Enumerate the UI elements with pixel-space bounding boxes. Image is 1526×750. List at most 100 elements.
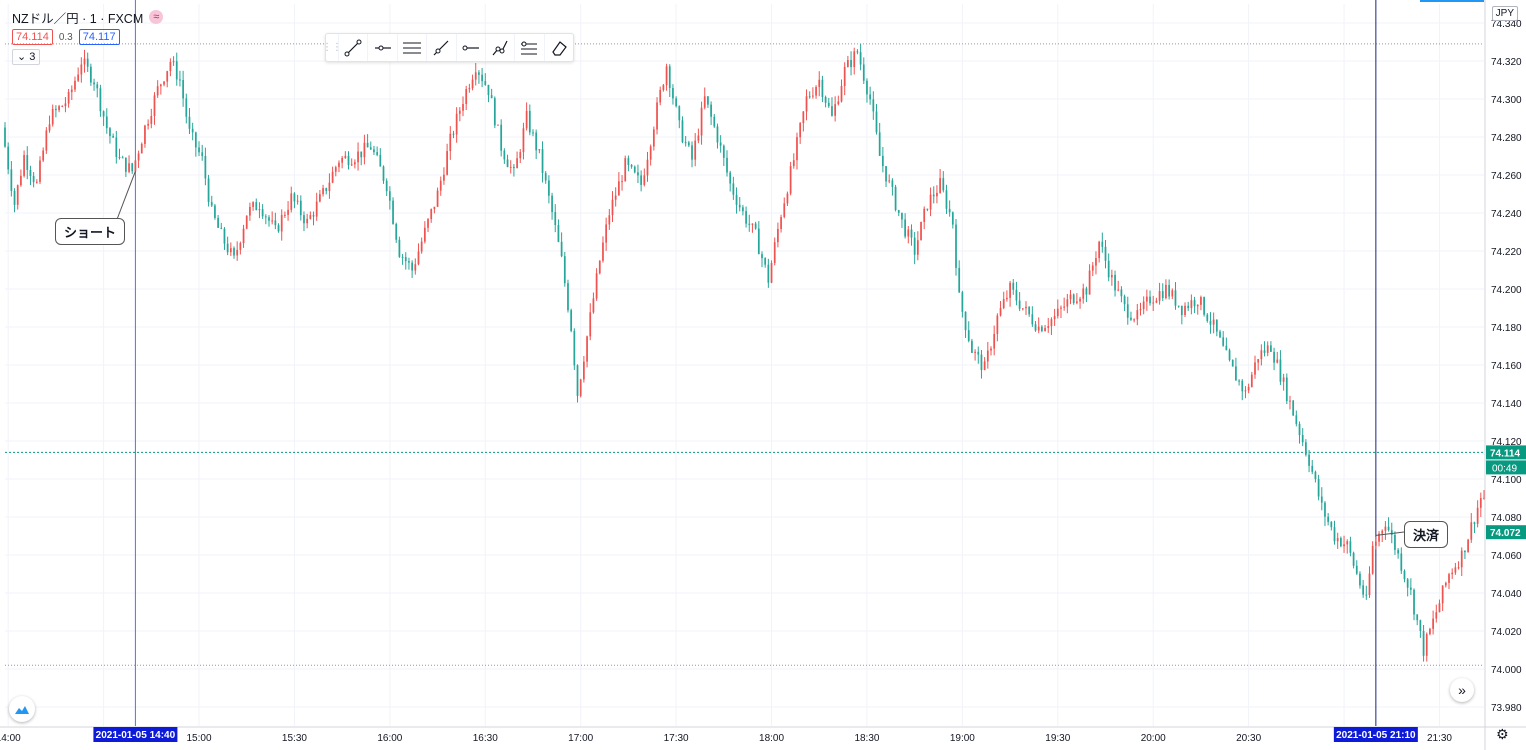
trend-line-button[interactable] — [338, 34, 367, 61]
candle — [627, 155, 630, 172]
symbol-title[interactable]: NZドル／円 · 1 · FXCM — [12, 11, 144, 26]
candle-body — [452, 133, 455, 135]
candle-body — [913, 237, 916, 255]
candle-body — [1273, 351, 1275, 363]
candle-body — [1066, 299, 1069, 307]
candle-body — [45, 130, 48, 151]
candle-body — [920, 221, 922, 241]
candle-body — [1432, 618, 1434, 629]
candle-body — [198, 147, 200, 153]
candle — [32, 172, 35, 188]
price-tick-label: 74.280 — [1491, 133, 1522, 144]
candle-body — [827, 102, 830, 107]
ray-button[interactable] — [426, 34, 455, 61]
candle — [999, 300, 1002, 317]
candle-body — [1047, 326, 1050, 328]
candle-body — [761, 254, 763, 259]
candle-body — [643, 175, 646, 185]
candle — [563, 251, 566, 287]
tradingview-logo[interactable] — [9, 696, 35, 722]
indicator-count: 3 — [29, 51, 36, 63]
candle-body — [1448, 574, 1450, 583]
candle — [363, 134, 366, 165]
candle-body — [70, 89, 73, 93]
candle — [948, 200, 951, 217]
time-tick-label: 18:30 — [854, 733, 879, 744]
indicator-toggle-button[interactable]: ⌄ 3 — [12, 49, 41, 65]
price-axis[interactable]: 74.340 74.320 74.300 74.280 74.260 74.240 74.2… — [1420, 0, 1522, 750]
candle-body — [1209, 320, 1212, 325]
candle-body — [853, 51, 856, 68]
short-label: ショート — [64, 225, 117, 240]
candle-body — [767, 264, 770, 283]
candle-body — [481, 74, 483, 82]
candle — [767, 258, 770, 288]
candle-body — [579, 379, 582, 396]
wave-icon[interactable]: ≈ — [149, 10, 164, 24]
candle — [961, 290, 964, 318]
candle — [1317, 474, 1320, 501]
candle-body — [1238, 380, 1240, 382]
candle-body — [1053, 316, 1056, 320]
candle — [4, 122, 6, 148]
candle-body — [1387, 526, 1390, 531]
parallel-channel-button[interactable] — [396, 34, 426, 61]
candle — [783, 197, 786, 219]
candle-body — [1136, 310, 1139, 320]
candle-body — [121, 157, 124, 159]
candle — [140, 142, 143, 154]
short-callout[interactable]: ショート — [55, 218, 126, 245]
candle-body — [916, 240, 919, 255]
candle — [322, 184, 324, 197]
candle — [1448, 572, 1450, 590]
candle-body — [1298, 423, 1301, 435]
candle-body — [201, 152, 204, 156]
grip-icon[interactable]: ⋮⋮ — [322, 42, 342, 53]
candle — [1378, 531, 1380, 547]
candle-body — [1228, 350, 1231, 360]
candle — [1031, 306, 1034, 327]
candle-body — [439, 180, 442, 191]
candle — [1091, 262, 1094, 277]
candle-body — [881, 155, 884, 167]
candle-body — [1254, 362, 1256, 375]
time-axis[interactable]: 14:00 15:00 15:30 16:00 16:30 17:00 17:30 18:00… — [0, 726, 1526, 744]
candle-body — [904, 219, 906, 237]
bid-price[interactable]: 74.114 — [12, 29, 53, 45]
candle — [487, 84, 490, 103]
candle — [1015, 281, 1018, 306]
horizontal-line-button[interactable] — [455, 34, 485, 61]
candle-body — [1139, 308, 1142, 311]
candle — [1429, 627, 1431, 636]
candle-body — [188, 116, 191, 129]
candle — [347, 151, 350, 170]
ask-price[interactable]: 74.117 — [78, 29, 120, 45]
candle — [1409, 578, 1412, 595]
gear-icon[interactable]: ⚙ — [1496, 726, 1509, 742]
candle — [1327, 512, 1330, 526]
candle — [1346, 539, 1349, 554]
candle — [732, 176, 735, 200]
horizontal-ray-button[interactable] — [367, 34, 396, 61]
candle — [455, 107, 458, 143]
time-tick-label: 21:30 — [1427, 733, 1452, 744]
fib-button[interactable] — [514, 34, 543, 61]
candle-body — [1165, 284, 1167, 299]
scroll-to-realtime-button[interactable]: » — [1450, 678, 1474, 702]
candle-body — [490, 95, 493, 99]
candle — [837, 95, 840, 106]
candle-body — [1168, 284, 1170, 297]
candle-body — [274, 220, 277, 226]
candle — [325, 187, 328, 195]
candle — [1460, 547, 1463, 577]
eraser-button[interactable] — [543, 34, 573, 61]
candle-body — [1422, 631, 1425, 656]
candle-body — [379, 154, 382, 167]
currency-badge[interactable]: JPY — [1491, 6, 1518, 21]
path-button[interactable] — [484, 34, 514, 61]
candle — [1225, 337, 1228, 351]
exit-callout[interactable]: 決済 — [1404, 521, 1449, 548]
candle-body — [996, 315, 999, 334]
candle — [818, 71, 821, 97]
